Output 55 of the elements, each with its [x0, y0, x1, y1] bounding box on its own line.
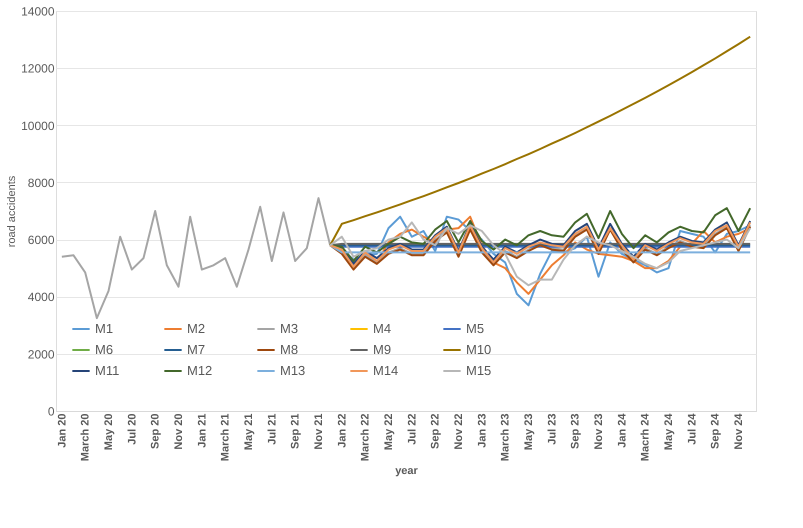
y-tick-label: 14000 [21, 4, 55, 18]
x-tick-label: March 21 [220, 414, 232, 462]
x-tick-label: May 20 [103, 414, 115, 450]
legend-label: M13 [280, 363, 306, 378]
x-tick-label: Jan 21 [196, 414, 208, 448]
x-tick-label: May 23 [523, 414, 535, 450]
x-tick-label: March 23 [500, 414, 512, 462]
y-tick-label: 12000 [21, 62, 55, 76]
legend-label: M12 [187, 363, 212, 378]
legend-label: M7 [187, 342, 206, 357]
x-tick-label: Nov 22 [453, 414, 465, 450]
x-tick-label: Sep 23 [570, 414, 582, 449]
y-tick-label: 6000 [28, 233, 55, 248]
y-tick-label: 10000 [21, 118, 55, 133]
x-tick-label: Macrh 24 [640, 412, 652, 462]
x-tick-label: Jul 20 [126, 414, 138, 445]
x-tick-label: Sep 22 [430, 414, 442, 449]
x-tick-label: Nov 21 [313, 414, 325, 450]
x-tick-label: May 22 [383, 414, 395, 450]
x-tick-label: Nov 23 [593, 414, 605, 450]
x-tick-label: March 20 [80, 414, 92, 462]
legend-label: M3 [280, 321, 298, 336]
legend-label: M11 [95, 363, 120, 378]
x-tick-label: Jan 24 [616, 412, 628, 448]
legend-label: M14 [373, 363, 398, 378]
legend-label: M10 [466, 342, 492, 357]
legend-label: M9 [373, 342, 392, 357]
legend-label: M4 [373, 321, 392, 336]
x-tick-label: Jul 22 [406, 414, 418, 445]
legend-label: M5 [466, 321, 484, 336]
x-tick-label: Jul 21 [266, 414, 278, 445]
legend-label: M6 [95, 342, 114, 357]
legend-label: M2 [187, 321, 206, 336]
x-tick-label: Nov 24 [733, 412, 745, 450]
x-tick-label: Jan 23 [476, 414, 488, 448]
y-tick-label: 4000 [28, 290, 55, 304]
x-tick-label: Sep 24 [710, 412, 722, 449]
x-tick-label: May 24 [663, 412, 675, 450]
x-tick-label: Jul 24 [686, 412, 698, 445]
x-tick-label: Jul 23 [546, 414, 558, 445]
legend-label: M1 [95, 321, 114, 336]
x-tick-label: Sep 20 [150, 414, 162, 449]
y-tick-label: 0 [48, 404, 55, 418]
x-tick-label: Sep 21 [290, 414, 302, 449]
x-tick-label: Jan 20 [56, 414, 68, 448]
legend-label: M15 [466, 363, 492, 378]
y-tick-label: 2000 [28, 347, 55, 362]
x-tick-label: May 21 [243, 414, 255, 450]
x-tick-label: Nov 20 [173, 414, 185, 450]
y-tick-label: 8000 [28, 176, 55, 190]
legend-label: M8 [280, 342, 298, 357]
y-axis-title: road accidents [6, 175, 18, 248]
x-tick-label: March 22 [360, 414, 372, 462]
x-tick-label: Jan 22 [336, 414, 348, 448]
x-axis-title: year [395, 465, 419, 478]
